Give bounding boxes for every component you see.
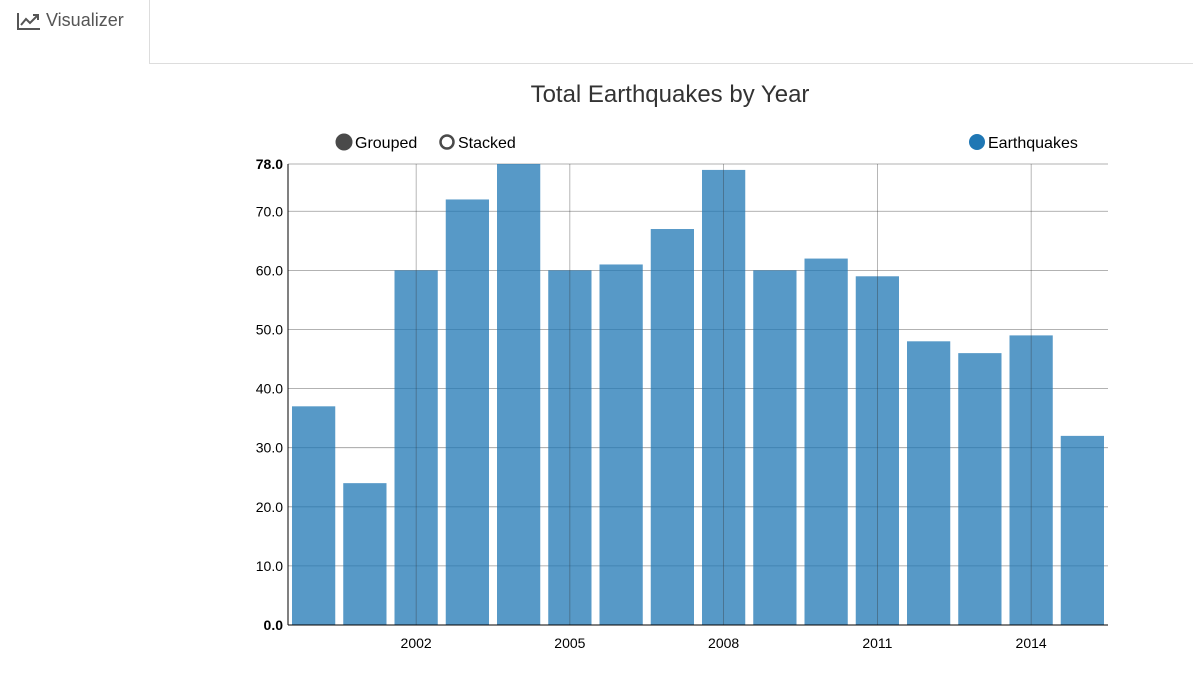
bar[interactable]: [753, 270, 797, 625]
vertical-grid: [415, 164, 1032, 625]
chart-title: Total Earthquakes by Year: [531, 81, 810, 108]
stacked-radio-icon[interactable]: [439, 134, 455, 150]
bars: [292, 164, 1104, 625]
bar[interactable]: [958, 353, 1002, 625]
y-tick-label: 10.0: [256, 558, 283, 574]
legend-earthquakes-swatch[interactable]: [969, 134, 985, 150]
bar[interactable]: [292, 406, 336, 625]
grouped-label[interactable]: Grouped: [355, 135, 417, 152]
bar-chart: Total Earthquakes by Year Grouped Stacke…: [256, 81, 1108, 651]
legend-earthquakes[interactable]: Earthquakes: [969, 134, 1078, 152]
tab-bar: Visualizer: [0, 0, 1193, 64]
grouped-radio-icon[interactable]: [335, 133, 353, 151]
bar[interactable]: [343, 483, 387, 625]
x-tick-label: 2014: [1016, 635, 1047, 651]
stacked-control[interactable]: Stacked: [439, 134, 516, 152]
line-chart-icon: [17, 13, 40, 30]
x-tick-label: 2011: [862, 635, 892, 651]
y-tick-label: 50.0: [256, 321, 283, 337]
bar[interactable]: [804, 258, 848, 625]
y-tick-label: 0.0: [264, 617, 284, 633]
tab-visualizer[interactable]: Visualizer: [0, 0, 150, 64]
bar[interactable]: [1060, 435, 1104, 625]
tab-visualizer-label: Visualizer: [46, 10, 124, 30]
y-tick-label: 70.0: [256, 203, 283, 219]
stacked-label[interactable]: Stacked: [458, 135, 516, 152]
bar[interactable]: [650, 229, 694, 625]
bar[interactable]: [445, 199, 489, 625]
x-tick-label: 2002: [401, 635, 432, 651]
y-tick-label: 78.0: [256, 156, 283, 172]
y-tick-label: 40.0: [256, 381, 283, 397]
y-tick-label: 30.0: [256, 440, 283, 456]
x-tick-label: 2005: [554, 635, 585, 651]
bar[interactable]: [599, 264, 643, 625]
x-tick-label: 2008: [708, 635, 739, 651]
bar[interactable]: [497, 164, 541, 625]
tab-bar-divider: [150, 63, 1193, 64]
y-tick-label: 20.0: [256, 499, 283, 515]
y-tick-label: 60.0: [256, 262, 283, 278]
bar[interactable]: [907, 341, 951, 625]
legend-earthquakes-label[interactable]: Earthquakes: [988, 135, 1078, 152]
axes: 0.0 10.0 20.0 30.0 40.0 50.0 60.0 70.0 78.0 2002 2…: [256, 156, 1108, 651]
grouped-control[interactable]: Grouped: [335, 133, 418, 153]
